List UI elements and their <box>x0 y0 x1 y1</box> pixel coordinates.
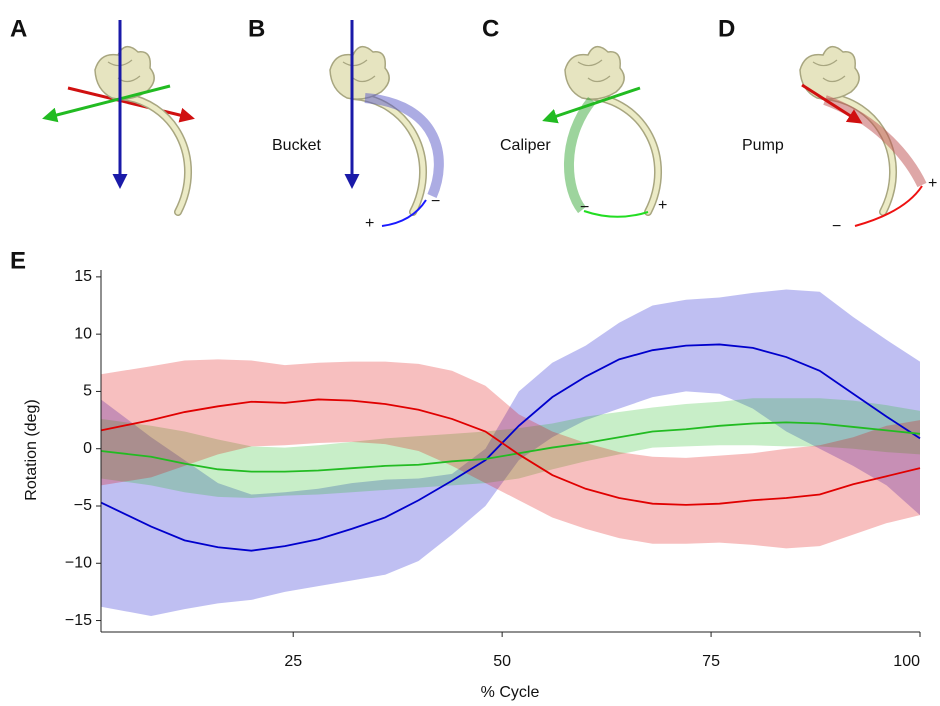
plus-sign: + <box>928 175 937 192</box>
line <box>100 398 921 506</box>
y-tick-label: 10 <box>74 325 92 342</box>
motion-label: Pump <box>742 137 784 154</box>
x-tick-label: 100 <box>893 653 920 670</box>
minus-sign: − <box>431 193 440 210</box>
minus-sign: − <box>580 199 589 216</box>
motion-label: Caliper <box>500 137 551 154</box>
panel-label: C <box>482 15 499 42</box>
x-tick-label: 75 <box>702 653 720 670</box>
line <box>100 343 921 552</box>
panel-label: A <box>10 15 27 42</box>
y-tick-label: 15 <box>74 268 92 285</box>
panel-c-illustration <box>542 47 658 218</box>
minus-sign: − <box>832 218 841 235</box>
y-tick-label: 5 <box>83 383 92 400</box>
band <box>101 289 920 616</box>
y-tick-label: −15 <box>65 612 92 629</box>
panel-label: E <box>10 247 26 274</box>
line <box>100 421 921 473</box>
x-axis-label: % Cycle <box>481 684 540 701</box>
x-tick-label: 50 <box>493 653 511 670</box>
panel-d-illustration <box>800 47 927 227</box>
y-tick-label: −10 <box>65 554 92 571</box>
panel-label: B <box>248 15 265 42</box>
plus-sign: + <box>658 197 667 214</box>
y-axis-label: Rotation (deg) <box>23 399 40 500</box>
y-tick-label: 0 <box>83 440 92 457</box>
panel-a-illustration <box>42 20 195 212</box>
panel-label: D <box>718 15 735 42</box>
y-tick-label: −5 <box>74 497 92 514</box>
x-tick-label: 25 <box>284 653 302 670</box>
motion-label: Bucket <box>272 137 321 154</box>
panel-b-illustration <box>330 20 444 227</box>
plus-sign: + <box>365 215 374 232</box>
